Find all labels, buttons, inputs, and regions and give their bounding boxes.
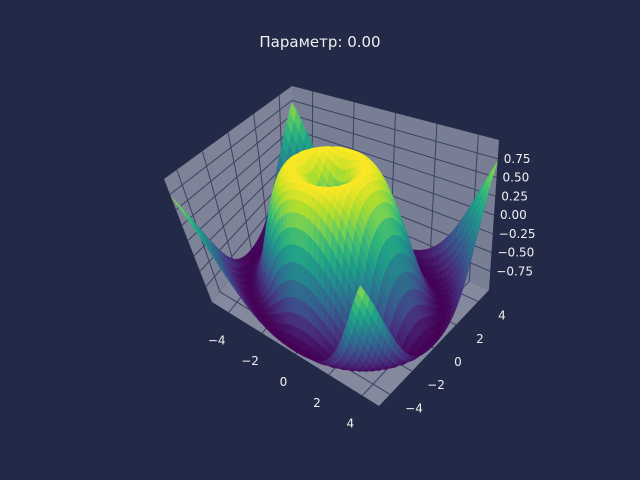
- x-tick-label: −2: [241, 354, 259, 368]
- z-tick-label: 0.50: [503, 171, 530, 185]
- z-tick-label: 0.25: [501, 189, 528, 203]
- left-wall-pane: [164, 86, 292, 302]
- surface-facet: [282, 312, 287, 325]
- surface-facet: [299, 263, 305, 286]
- surface-facet: [275, 300, 280, 315]
- y-tick-label: 0: [454, 355, 462, 369]
- z-tick-label: −0.50: [498, 246, 535, 260]
- surface-facet: [272, 302, 276, 316]
- surface-facet: [282, 228, 287, 249]
- y-tick-label: 2: [476, 332, 484, 346]
- surface-facet: [288, 324, 294, 337]
- surface-facet: [298, 245, 305, 268]
- surface-facet: [292, 312, 298, 328]
- surface-facet: [285, 323, 290, 335]
- surface-facet: [356, 285, 366, 301]
- surface-facet: [290, 244, 296, 263]
- tick-labels: −4−2024−4−20240.750.500.250.00−0.25−0.50…: [208, 152, 536, 431]
- surface-facet: [278, 312, 283, 324]
- z-tick-label: −0.75: [496, 264, 533, 278]
- x-tick-label: 0: [280, 375, 288, 389]
- z-tick-label: −0.25: [499, 227, 536, 241]
- surface-facet: [294, 227, 300, 247]
- x-tick-label: 4: [346, 417, 354, 431]
- y-tick-label: −2: [427, 378, 445, 392]
- y-tick-label: −4: [405, 401, 423, 415]
- surface-facet: [285, 311, 290, 326]
- surface-facet: [296, 313, 302, 330]
- surface: [170, 102, 498, 372]
- surface-facet: [282, 213, 288, 232]
- surface-facet: [275, 313, 280, 324]
- z-tick-label: 0.00: [500, 208, 527, 222]
- surface-facet: [286, 227, 291, 246]
- surface-facet: [298, 213, 305, 233]
- surface-facet: [294, 244, 300, 265]
- surface-facet: [286, 244, 292, 264]
- surface-facet: [290, 212, 296, 229]
- chart-title: Параметр: 0.00: [259, 33, 381, 51]
- surface-facet: [286, 212, 292, 229]
- surface-facet: [292, 325, 298, 339]
- z-tick-label: 0.75: [504, 152, 531, 166]
- x-tick-label: −4: [208, 333, 226, 347]
- y-tick-label: 4: [498, 309, 506, 323]
- surface-facet: [298, 228, 304, 250]
- surface-facet: [290, 227, 295, 245]
- x-tick-label: 2: [313, 396, 321, 410]
- z-gridline: [169, 99, 498, 195]
- surface-facet: [289, 311, 294, 327]
